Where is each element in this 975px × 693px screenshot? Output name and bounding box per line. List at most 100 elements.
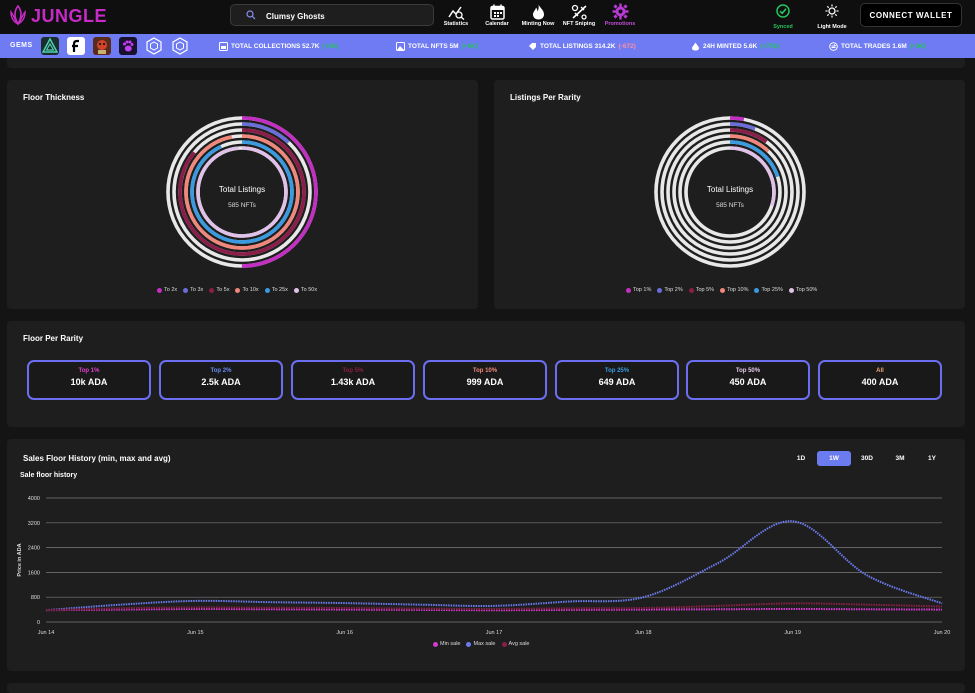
- donut-center-label: Total Listings: [218, 185, 266, 194]
- legend-item[interactable]: Min sale: [433, 641, 460, 647]
- legend-item[interactable]: Top 2%: [657, 287, 683, 293]
- range-1d-button[interactable]: 1D: [796, 455, 806, 462]
- gem-logo-icon: [72, 39, 79, 52]
- legend-item[interactable]: Top 5%: [688, 287, 714, 293]
- donut-segment-to-5x[interactable]: [178, 128, 306, 256]
- light-mode-toggle[interactable]: Light Mode: [810, 4, 854, 30]
- gem-collection-3[interactable]: [93, 37, 111, 55]
- legend-label: Min sale: [440, 641, 461, 647]
- search-box[interactable]: [230, 4, 434, 26]
- connect-wallet-button[interactable]: CONNECT WALLET: [860, 3, 962, 27]
- nav-label: Statistics: [443, 21, 469, 27]
- nav-calendar[interactable]: Calendar: [475, 3, 519, 27]
- chart-title: Sale floor history: [20, 472, 78, 479]
- series-line-max-sale[interactable]: [45, 520, 943, 612]
- series-line-avg-sale[interactable]: [45, 602, 943, 612]
- donut-segment-to-25x[interactable]: [190, 140, 294, 244]
- legend-label: Top 1%: [633, 287, 652, 293]
- rarity-label: Top 50%: [735, 368, 761, 374]
- legend-item[interactable]: Max sale: [466, 641, 496, 647]
- gem-collection-6[interactable]: [171, 37, 189, 55]
- legend-dot: [788, 287, 794, 293]
- rarity-floor-top-5[interactable]: Top 5% 1.43k ADA: [291, 360, 415, 400]
- gem-collection-1[interactable]: [41, 37, 59, 55]
- gem-collection-5[interactable]: [145, 37, 163, 55]
- range-3m-button[interactable]: 3M: [895, 455, 905, 462]
- rarity-value: 2.5k ADA: [201, 377, 241, 387]
- donut-segment-top-2-[interactable]: [660, 122, 800, 262]
- legend-dot: [754, 287, 760, 293]
- legend-item[interactable]: To 10x: [235, 287, 259, 293]
- nav-promotions[interactable]: Promotions: [598, 3, 642, 27]
- legend-item[interactable]: Top 50%: [788, 287, 817, 293]
- stat-24h-minted: 24H MINTED 5.6K (+753): [691, 42, 779, 51]
- series-line-min-sale[interactable]: [45, 607, 943, 612]
- donut-segment-top-5-[interactable]: [666, 128, 794, 256]
- gems-label: GEMS: [10, 42, 33, 49]
- legend-item[interactable]: To 3x: [183, 287, 203, 293]
- rarity-floor-top-25[interactable]: Top 25% 649 ADA: [555, 360, 679, 400]
- collections-icon: [219, 42, 228, 51]
- range-1w-button[interactable]: 1W: [817, 451, 851, 466]
- next-section-card: [7, 683, 965, 693]
- stat-change: (+3K): [909, 43, 927, 50]
- legend-item[interactable]: To 25x: [264, 287, 288, 293]
- calendar-icon: [489, 4, 505, 20]
- range-1y-button[interactable]: 1Y: [928, 455, 936, 462]
- donut-segment-to-10x[interactable]: [184, 134, 300, 250]
- card-title: Sales Floor History (min, max and avg): [23, 454, 171, 463]
- rarity-floor-all[interactable]: All 400 ADA: [818, 360, 942, 400]
- donut-segment-to-3x[interactable]: [172, 122, 312, 262]
- rarity-value: 649 ADA: [598, 377, 636, 387]
- legend-item[interactable]: To 5x: [209, 287, 229, 293]
- rarity-value: 999 ADA: [466, 377, 504, 387]
- listings-per-rarity-donut: [654, 116, 806, 268]
- donut-segment-top-50-[interactable]: [684, 146, 776, 238]
- legend-dot: [433, 641, 438, 647]
- donut-segment-to-50x[interactable]: [196, 146, 288, 238]
- listings-per-rarity-card: Listings Per Rarity Total Listings 585 N…: [494, 80, 965, 309]
- nav-minting-now[interactable]: Minting Now: [516, 3, 560, 27]
- brand-logo[interactable]: JUNGLE: [8, 5, 107, 27]
- nav-label: NFT Sniping: [562, 21, 596, 27]
- sync-status: Synced: [766, 4, 800, 30]
- sales-floor-chart: 0 800 1600 2400 3200 4000 Jun 14 Jun 15 Jun 16 Ju…: [17, 496, 950, 636]
- stat-change: (+6K): [461, 43, 478, 50]
- floor-thickness-card: Floor Thickness Total Listings 585 NFTs …: [7, 80, 478, 309]
- x-tick-label: Jun 18: [635, 630, 652, 636]
- legend-item[interactable]: To 50x: [293, 287, 317, 293]
- gem-collection-4[interactable]: [119, 37, 137, 55]
- legend-item[interactable]: Top 1%: [626, 287, 651, 293]
- nav-statistics[interactable]: Statistics: [434, 3, 478, 27]
- legend-label: To 5x: [216, 287, 230, 293]
- donut-segment-top-25-[interactable]: [678, 140, 782, 244]
- nav-nft-sniping[interactable]: NFT Sniping: [557, 3, 601, 27]
- rarity-floor-top-1[interactable]: Top 1% 10k ADA: [27, 360, 151, 400]
- stat-label: TOTAL LISTINGS 314.2K: [540, 43, 616, 50]
- gem-collection-2[interactable]: [67, 37, 85, 55]
- rarity-floor-top-10[interactable]: Top 10% 999 ADA: [423, 360, 547, 400]
- legend-item[interactable]: Top 10%: [720, 287, 748, 293]
- legend-label: Top 10%: [727, 287, 749, 293]
- range-30d-button[interactable]: 30D: [861, 455, 873, 462]
- legend-dot: [626, 287, 631, 293]
- donut-segment-top-10-[interactable]: [672, 134, 788, 250]
- sniping-icon: [571, 4, 587, 20]
- rarity-floor-top-50[interactable]: Top 50% 450 ADA: [686, 360, 810, 400]
- stat-label: 24H MINTED 5.6K: [703, 43, 758, 50]
- legend-item[interactable]: Top 25%: [754, 287, 783, 293]
- rarity-label: Top 5%: [342, 368, 364, 374]
- legend-item[interactable]: To 2x: [157, 287, 177, 293]
- donut-center-value: 585 NFTs: [716, 202, 744, 209]
- donut-segment-to-2x[interactable]: [166, 116, 318, 268]
- sun-icon: [825, 4, 839, 18]
- stat-total-listings: TOTAL LISTINGS 314.2K (-672): [528, 42, 636, 51]
- brand-name: JUNGLE: [31, 5, 108, 26]
- rarity-value: 400 ADA: [861, 377, 899, 387]
- donut-segment-top-1-[interactable]: [654, 116, 806, 268]
- search-input[interactable]: [264, 8, 428, 24]
- legend-item[interactable]: Avg sale: [501, 641, 530, 647]
- sales-history-card: Sales Floor History (min, max and avg) S…: [7, 439, 965, 671]
- rarity-label: Top 10%: [472, 368, 498, 374]
- rarity-floor-top-2[interactable]: Top 2% 2.5k ADA: [159, 360, 283, 400]
